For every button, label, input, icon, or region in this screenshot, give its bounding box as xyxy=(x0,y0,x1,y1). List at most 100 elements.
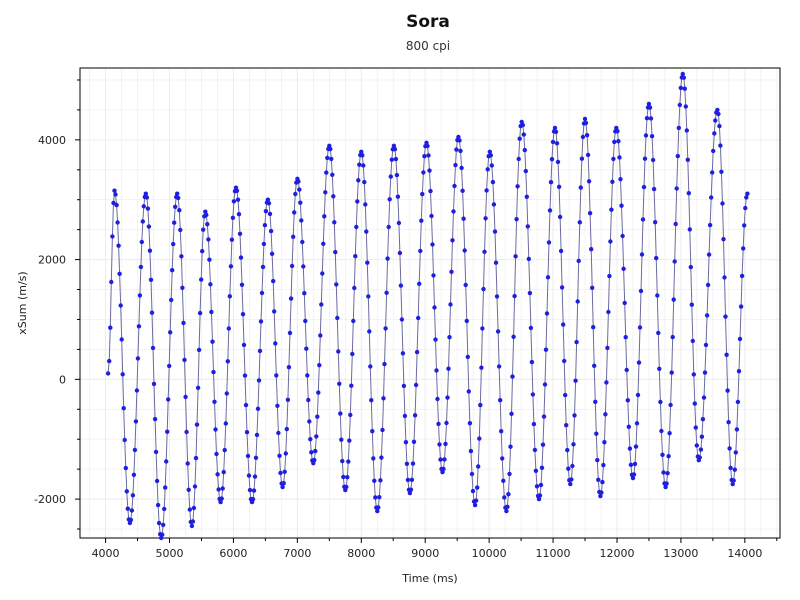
data-point xyxy=(546,240,552,245)
data-point xyxy=(263,209,269,214)
data-point xyxy=(352,285,357,291)
data-point xyxy=(339,437,344,442)
data-point xyxy=(246,473,252,478)
data-point xyxy=(195,385,201,390)
data-point xyxy=(500,456,505,461)
data-point xyxy=(462,248,467,253)
data-point xyxy=(634,421,640,426)
data-point xyxy=(293,191,298,197)
data-point xyxy=(114,202,119,208)
data-point xyxy=(130,493,136,498)
data-point xyxy=(666,454,671,459)
data-point xyxy=(286,365,292,370)
data-point xyxy=(678,85,683,91)
data-point xyxy=(309,450,314,455)
data-point xyxy=(505,504,510,509)
data-point xyxy=(690,338,695,344)
data-point xyxy=(522,147,527,153)
data-point xyxy=(135,356,141,361)
data-point xyxy=(412,413,418,418)
data-point xyxy=(478,402,483,408)
data-point xyxy=(394,172,400,178)
data-point xyxy=(566,466,571,471)
data-point xyxy=(235,197,241,202)
data-point xyxy=(247,487,253,493)
data-point xyxy=(255,406,261,411)
data-point xyxy=(506,492,511,497)
data-point xyxy=(175,191,180,196)
data-point xyxy=(514,217,519,222)
y-tick-label: 0 xyxy=(59,373,66,386)
data-point xyxy=(252,474,258,479)
data-point xyxy=(495,329,501,334)
data-point xyxy=(461,216,466,221)
data-point xyxy=(377,495,382,500)
data-point xyxy=(631,472,637,477)
data-point xyxy=(656,330,661,336)
data-point xyxy=(336,349,341,354)
data-point xyxy=(177,208,182,213)
data-point xyxy=(603,412,608,417)
data-point xyxy=(400,351,406,356)
data-point xyxy=(526,256,531,262)
data-point xyxy=(420,191,425,197)
data-point xyxy=(642,156,648,161)
data-point xyxy=(480,326,485,331)
data-point xyxy=(201,227,206,232)
y-tick-label: 4000 xyxy=(38,134,66,147)
data-point xyxy=(516,156,521,162)
data-point xyxy=(568,481,573,487)
data-point xyxy=(737,336,743,342)
data-point xyxy=(197,310,203,316)
data-point xyxy=(630,475,636,481)
data-point xyxy=(481,286,486,292)
data-point xyxy=(608,239,613,244)
data-point xyxy=(712,131,717,136)
x-tick-label: 11000 xyxy=(536,547,571,560)
data-point xyxy=(745,191,750,196)
data-point xyxy=(509,411,514,416)
data-point xyxy=(532,447,538,453)
data-point xyxy=(485,167,490,172)
data-point xyxy=(418,248,423,254)
x-axis-label: Time (ms) xyxy=(401,572,457,585)
data-point xyxy=(325,155,330,161)
data-point xyxy=(385,256,390,261)
data-point xyxy=(558,248,564,254)
data-point xyxy=(460,188,465,193)
data-point xyxy=(281,481,286,486)
data-point xyxy=(303,318,308,324)
data-point xyxy=(524,194,529,199)
data-point xyxy=(562,358,567,364)
data-point xyxy=(214,451,219,457)
data-point xyxy=(237,231,243,236)
data-point xyxy=(670,334,675,340)
data-point xyxy=(140,219,145,224)
data-point xyxy=(125,506,130,511)
data-point xyxy=(225,359,230,364)
data-point xyxy=(306,397,311,403)
data-point xyxy=(299,218,304,223)
data-point xyxy=(226,326,231,331)
data-point xyxy=(185,461,190,466)
data-point xyxy=(705,282,711,288)
data-point xyxy=(152,416,158,422)
data-point xyxy=(128,517,134,523)
data-point xyxy=(473,498,479,503)
data-point xyxy=(742,223,747,228)
data-point xyxy=(391,143,397,148)
data-point xyxy=(699,434,705,439)
data-point xyxy=(543,347,549,352)
data-point xyxy=(239,282,245,287)
data-point xyxy=(297,187,302,192)
data-point xyxy=(618,177,623,182)
data-point xyxy=(176,195,181,201)
data-point xyxy=(717,123,722,129)
data-point xyxy=(738,304,744,309)
data-point xyxy=(586,179,592,184)
data-point xyxy=(228,264,234,269)
data-point xyxy=(308,437,313,442)
data-point xyxy=(691,372,696,377)
data-point xyxy=(602,440,607,445)
data-point xyxy=(383,326,388,331)
